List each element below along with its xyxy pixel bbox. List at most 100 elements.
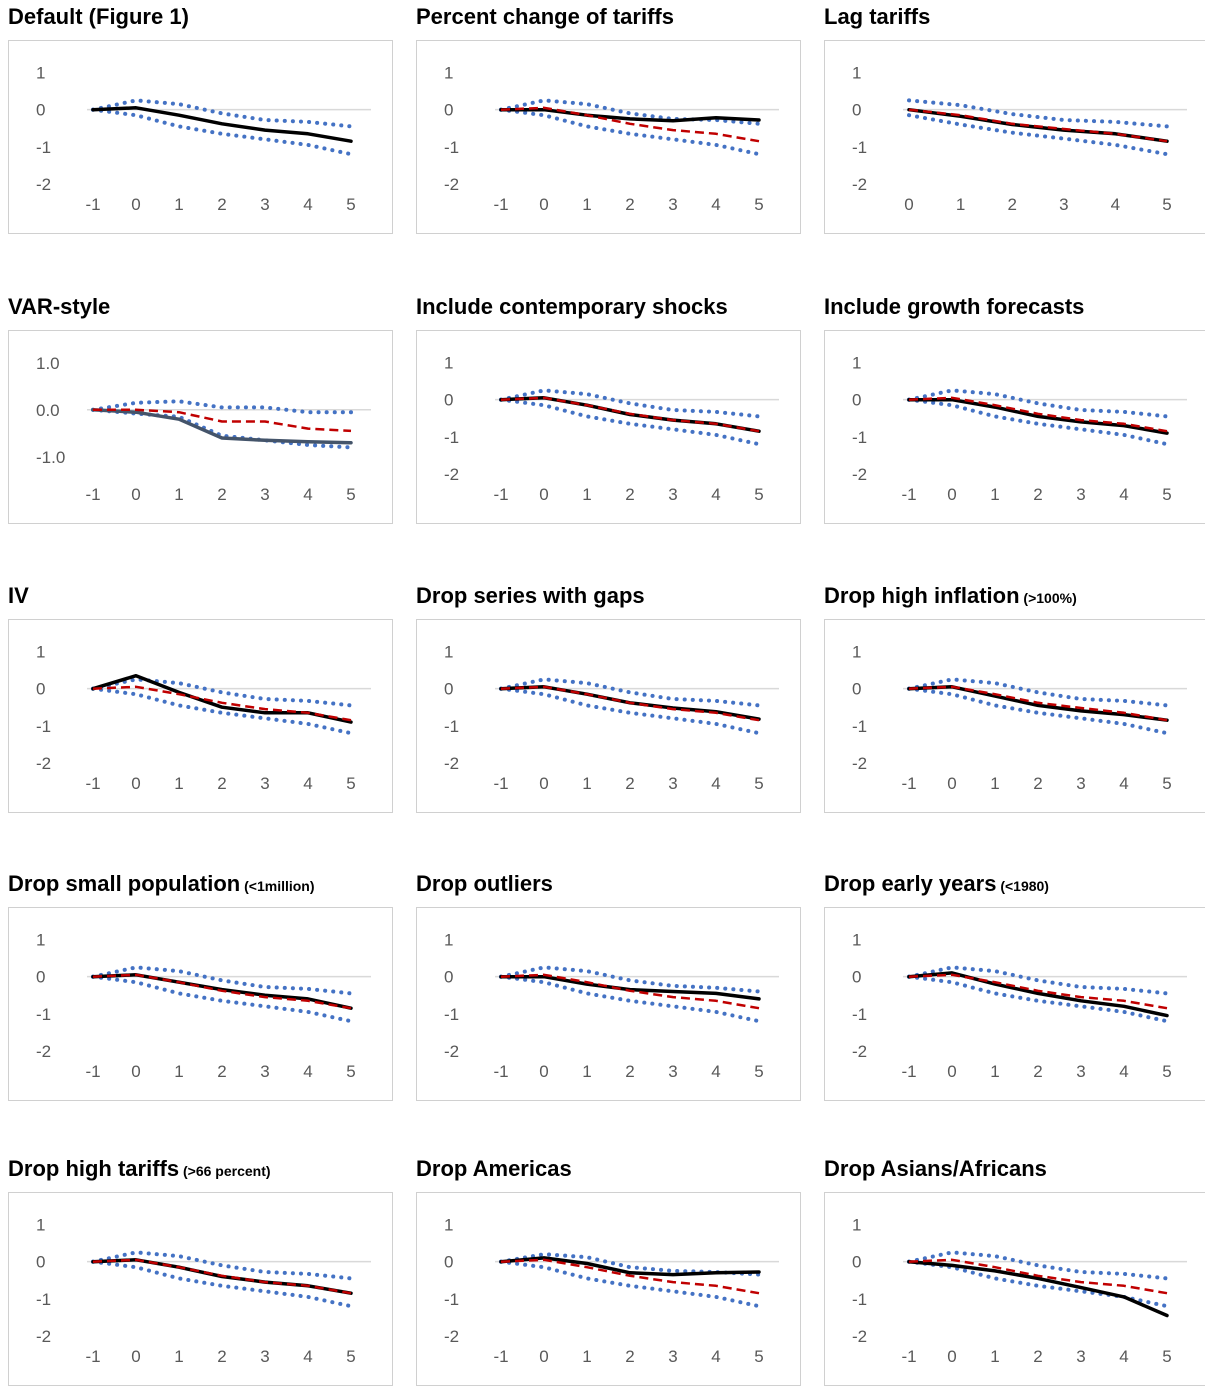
- x-tick-label: 5: [1162, 1347, 1171, 1366]
- x-tick-label: 0: [539, 485, 548, 504]
- y-tick-label: 1: [852, 643, 861, 662]
- chart-plot: 1 0 -1 -2 -1 0 1 2 3 4 5: [852, 643, 1187, 793]
- chart-panel: VAR-style 1.0 0.0 -1.0 -1 0 1 2 3 4 5: [8, 294, 400, 534]
- x-tick-label: 1: [990, 485, 999, 504]
- x-tick-label: 0: [947, 774, 956, 793]
- x-tick-label: -1: [85, 195, 100, 214]
- x-tick-label: 0: [131, 195, 140, 214]
- x-tick-label: -1: [901, 485, 916, 504]
- baseline-series: [500, 1258, 760, 1295]
- chart-plot: 1 0 -1 -2 -1 0 1 2 3 4 5: [444, 1216, 779, 1366]
- chart-title: Drop series with gaps: [416, 583, 645, 609]
- chart-title-text: Drop early years: [824, 871, 997, 896]
- chart-title: Drop high inflation (>100%): [824, 583, 1077, 609]
- x-tick-label: 4: [1119, 774, 1128, 793]
- chart-title-text: IV: [8, 583, 29, 608]
- x-tick-label: 1: [990, 1347, 999, 1366]
- y-tick-label: -2: [852, 1327, 867, 1346]
- y-tick-label: 1.0: [36, 354, 60, 373]
- x-tick-label: 2: [217, 195, 226, 214]
- y-tick-label: -2: [852, 465, 867, 484]
- x-tick-label: 3: [668, 1347, 677, 1366]
- y-tick-label: 1: [852, 354, 861, 373]
- chart-frame: [824, 907, 1205, 1101]
- estimate-series: [499, 1256, 761, 1277]
- y-tick-label: 0: [444, 101, 453, 120]
- x-tick-label: 4: [711, 1347, 720, 1366]
- y-tick-label: -2: [444, 754, 459, 773]
- x-tick-label: 2: [1033, 485, 1042, 504]
- chart-panel: Default (Figure 1) 1 0 -1 -2 -1 0 1 2 3 4 5: [8, 4, 400, 244]
- x-tick-label: 1: [582, 1062, 591, 1081]
- y-tick-label: 0: [36, 101, 45, 120]
- y-tick-label: -2: [36, 175, 51, 194]
- x-tick-label: 2: [1033, 1347, 1042, 1366]
- x-tick-label: 5: [1162, 774, 1171, 793]
- y-tick-label: 0: [444, 968, 453, 987]
- upper-band-series: [499, 98, 761, 126]
- y-tick-label: 0: [36, 968, 45, 987]
- y-tick-label: -2: [852, 175, 867, 194]
- x-tick-label: 5: [346, 195, 355, 214]
- x-tick-label: 5: [346, 485, 355, 504]
- lower-band-series: [499, 107, 761, 157]
- chart-title: Drop high tariffs (>66 percent): [8, 1156, 271, 1182]
- x-tick-label: -1: [493, 1347, 508, 1366]
- chart-title-text: Drop high tariffs: [8, 1156, 180, 1181]
- y-tick-label: -1: [36, 138, 51, 157]
- chart-title-text: Default (Figure 1): [8, 4, 189, 29]
- x-tick-label: 0: [539, 195, 548, 214]
- chart-title: Drop Americas: [416, 1156, 572, 1182]
- chart-plot: 1 0 -1 -2 -1 0 1 2 3 4 5: [852, 931, 1187, 1081]
- y-tick-label: 1: [36, 643, 45, 662]
- upper-band-series: [907, 965, 1169, 996]
- lower-band-series: [91, 1259, 353, 1309]
- chart-panel: Drop high inflation (>100%) 1 0 -1 -2 -1 0 1 2 3 4…: [824, 583, 1205, 823]
- y-tick-label: 1: [852, 1216, 861, 1235]
- chart-frame: [824, 40, 1205, 234]
- y-tick-label: -1: [852, 1005, 867, 1024]
- y-tick-label: 0: [444, 391, 453, 410]
- x-tick-label: 4: [1119, 1347, 1128, 1366]
- upper-band-series: [91, 98, 353, 129]
- chart-title-text: Drop outliers: [416, 871, 553, 896]
- chart-plot: 1 0 -1 -2 -1 0 1 2 3 4 5: [444, 64, 779, 214]
- chart-panel: Drop Americas 1 0 -1 -2 -1 0 1 2 3 4 5: [416, 1156, 808, 1396]
- x-tick-label: 0: [904, 195, 913, 214]
- lower-band-series: [91, 974, 353, 1024]
- x-tick-label: 3: [260, 1347, 269, 1366]
- chart-title: IV: [8, 583, 29, 609]
- estimate-series: [907, 397, 1169, 435]
- x-tick-label: -1: [85, 1062, 100, 1081]
- x-tick-label: 1: [582, 485, 591, 504]
- x-tick-label: 1: [174, 1347, 183, 1366]
- y-tick-label: 0: [444, 680, 453, 699]
- x-tick-label: 0: [539, 774, 548, 793]
- x-tick-label: 0: [131, 1347, 140, 1366]
- y-tick-label: 0: [36, 1253, 45, 1272]
- chart-subtitle: (<1million): [240, 878, 315, 894]
- chart-panel: Drop early years (<1980) 1 0 -1 -2 -1 0 1 2 3 4 5: [824, 871, 1205, 1111]
- chart-frame: [416, 907, 801, 1101]
- chart-title-text: Include contemporary shocks: [416, 294, 728, 319]
- y-tick-label: 0: [852, 1253, 861, 1272]
- chart-plot: 1 0 -1 -2 -1 0 1 2 3 4 5: [444, 643, 779, 793]
- x-tick-label: -1: [85, 774, 100, 793]
- chart-title-text: Drop small population: [8, 871, 241, 896]
- y-tick-label: 0: [36, 680, 45, 699]
- chart-title: VAR-style: [8, 294, 110, 320]
- chart-frame: [8, 330, 393, 524]
- lower-band-series: [91, 407, 353, 450]
- upper-band-series: [907, 388, 1169, 419]
- y-tick-label: -1: [36, 1290, 51, 1309]
- chart-frame: [416, 619, 801, 813]
- chart-title-text: Drop high inflation: [824, 583, 1020, 608]
- x-tick-label: 1: [174, 1062, 183, 1081]
- x-tick-label: 1: [582, 774, 591, 793]
- x-tick-label: 5: [754, 1062, 763, 1081]
- chart-plot: 1 0 -1 -2 0 1 2 3 4 5: [852, 64, 1187, 214]
- x-tick-label: 2: [1007, 195, 1016, 214]
- x-tick-label: 4: [711, 774, 720, 793]
- y-tick-label: 0.0: [36, 401, 60, 420]
- chart-panel: Include contemporary shocks 1 0 -1 -2 -1 0 1 2 3 4…: [416, 294, 808, 534]
